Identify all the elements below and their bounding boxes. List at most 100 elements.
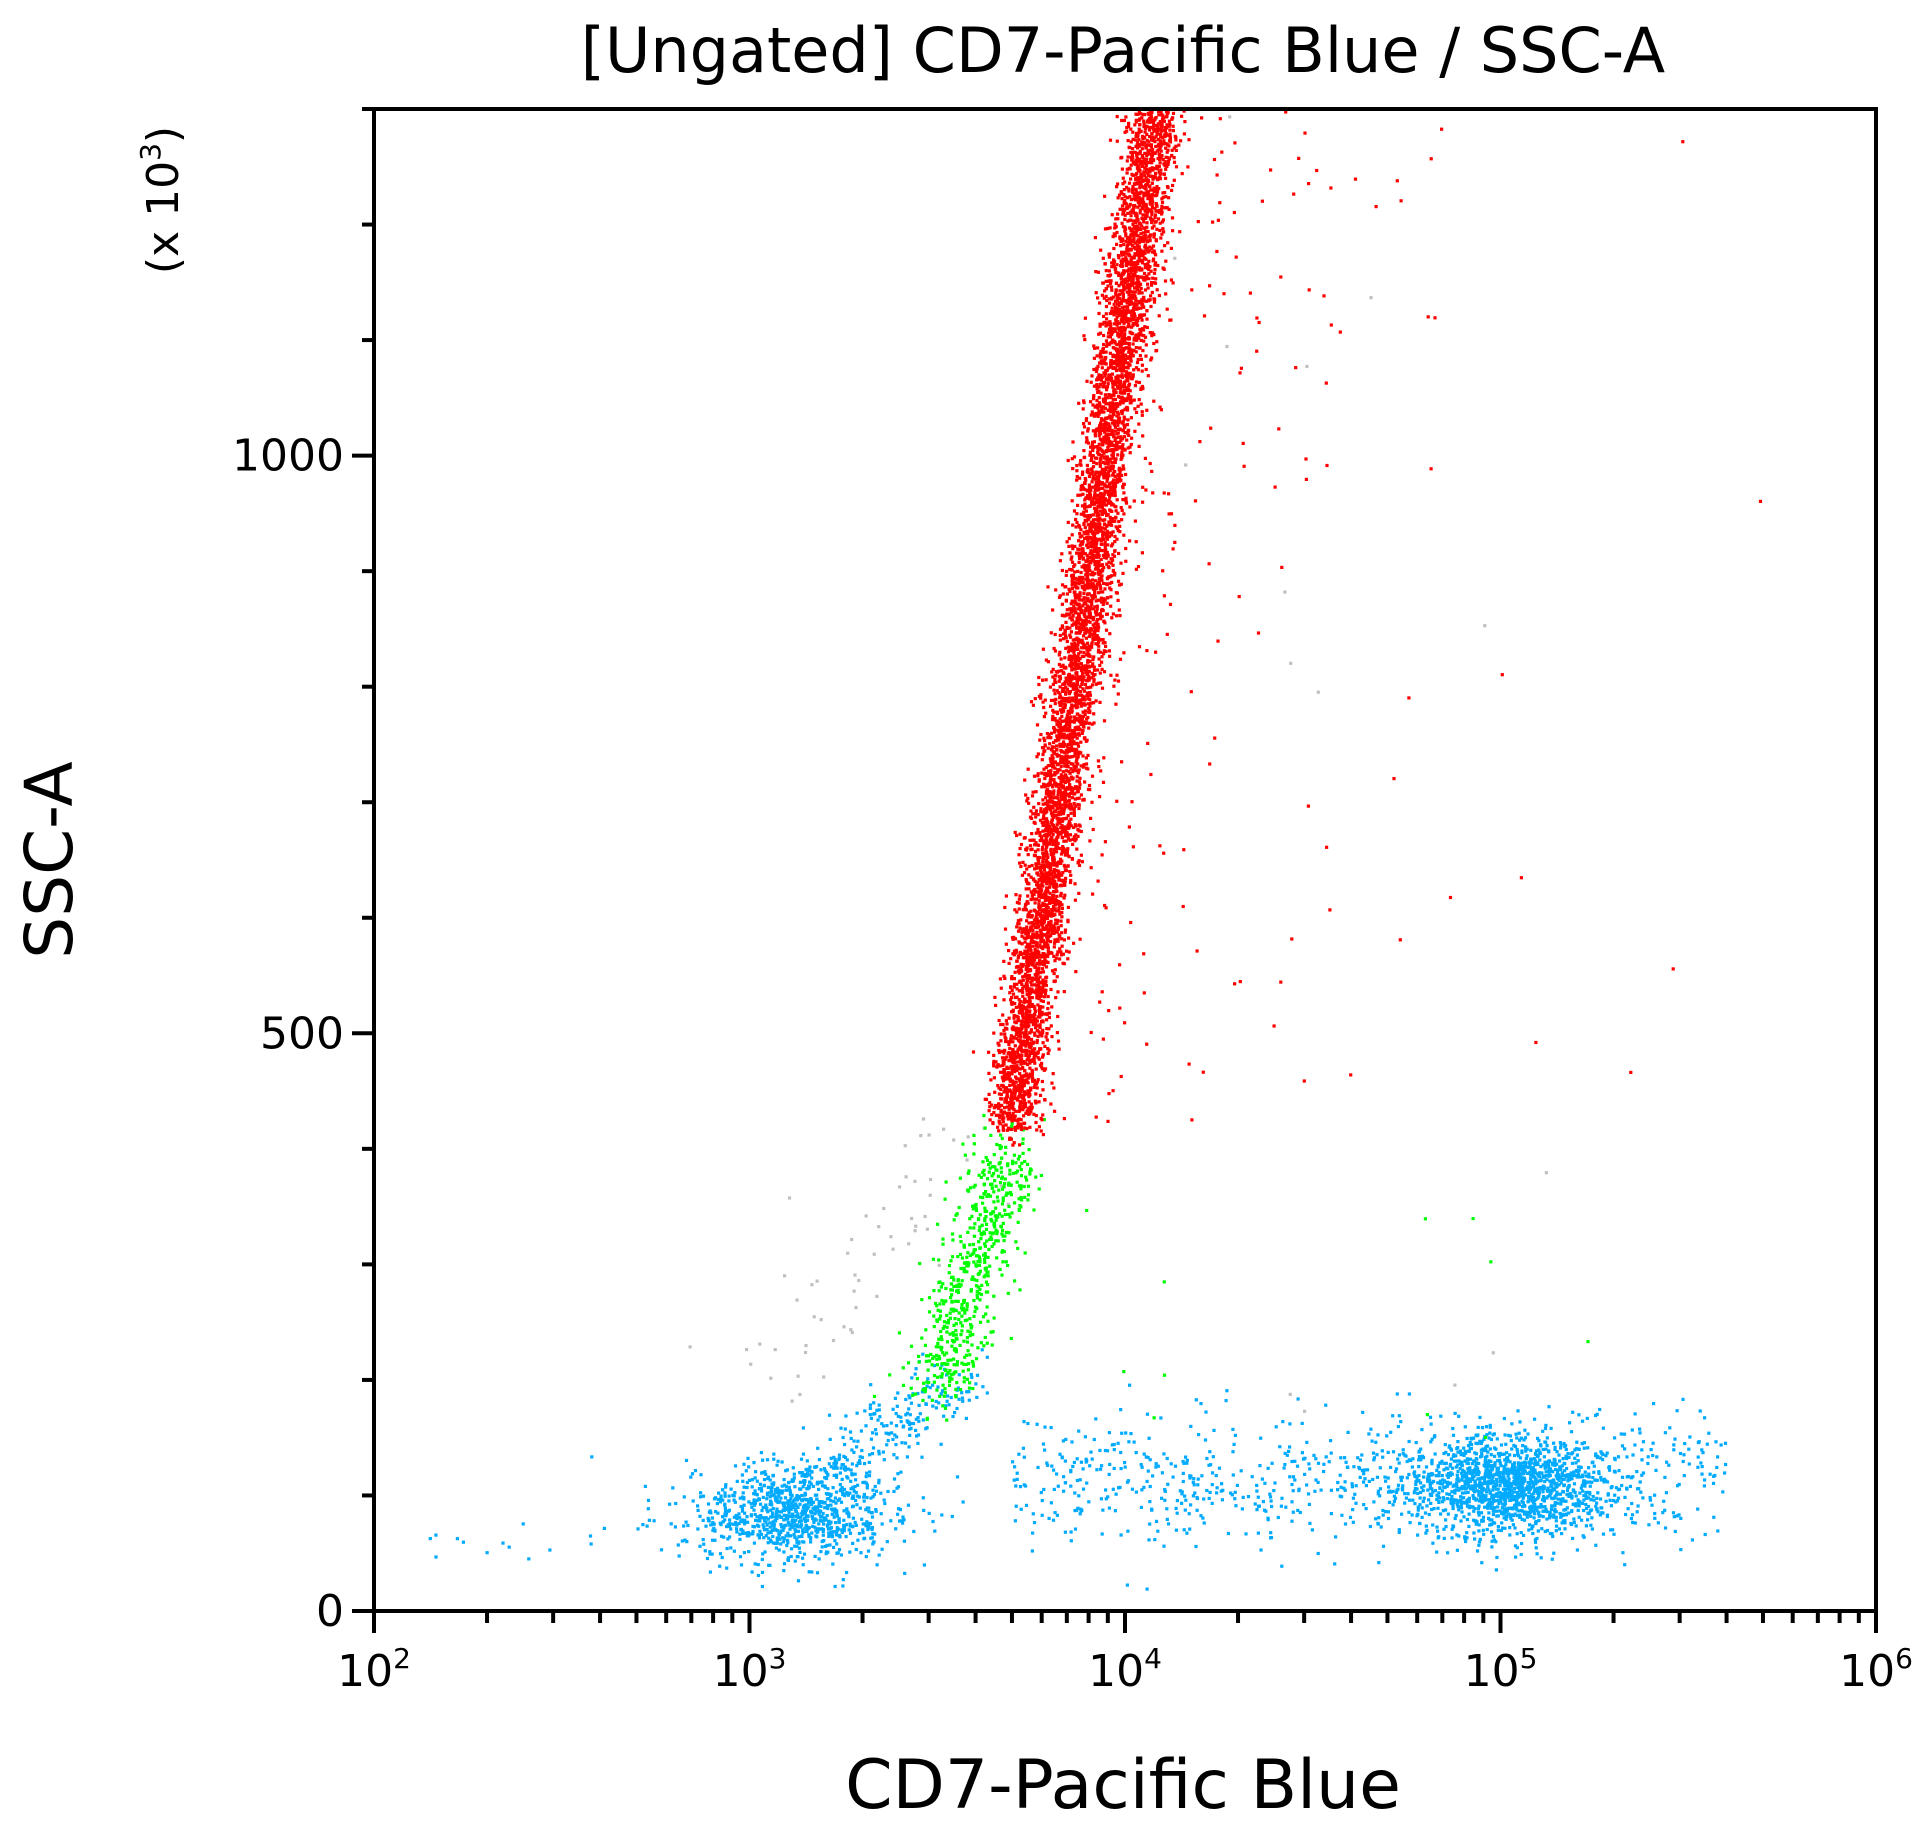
data-point — [822, 1518, 826, 1522]
data-point — [848, 1550, 852, 1554]
data-point — [1414, 1480, 1418, 1484]
data-point — [1502, 1493, 1506, 1497]
data-point — [1573, 1456, 1577, 1460]
data-point — [1679, 1516, 1683, 1520]
data-point — [1474, 1441, 1478, 1445]
data-point — [1220, 1482, 1224, 1486]
data-point — [1043, 1448, 1047, 1452]
data-point — [1708, 1472, 1712, 1476]
data-point — [1526, 1499, 1530, 1503]
data-point — [935, 1357, 939, 1361]
data-point — [1025, 992, 1029, 997]
data-point — [1542, 1496, 1546, 1500]
data-point — [858, 1459, 862, 1463]
data-point — [771, 1514, 775, 1518]
data-point — [1041, 647, 1045, 651]
data-point — [871, 1446, 876, 1450]
data-point — [945, 1351, 949, 1355]
data-point — [863, 1522, 867, 1526]
data-point — [740, 1520, 745, 1524]
data-point — [1114, 217, 1118, 221]
data-point — [832, 1545, 836, 1549]
data-point — [1011, 1159, 1015, 1163]
data-point — [1283, 1451, 1287, 1455]
data-point — [1027, 1100, 1031, 1104]
data-point — [1211, 1455, 1215, 1459]
data-point — [1410, 1513, 1414, 1517]
data-point — [1474, 1519, 1478, 1523]
data-point — [731, 1522, 735, 1526]
data-point — [1017, 1452, 1021, 1456]
data-point — [921, 1418, 925, 1422]
data-point — [851, 1516, 855, 1520]
data-point — [862, 1495, 866, 1499]
data-point — [1133, 241, 1137, 245]
data-point — [1106, 396, 1110, 400]
data-point — [1024, 1503, 1029, 1507]
data-point — [1420, 1506, 1424, 1510]
data-point — [1571, 1488, 1575, 1492]
data-point — [1511, 1464, 1515, 1468]
data-point — [1549, 1484, 1553, 1488]
data-point — [970, 1375, 974, 1379]
data-point — [1458, 1467, 1462, 1471]
data-point — [1493, 1446, 1497, 1450]
data-point — [1488, 1481, 1492, 1485]
data-point — [747, 1534, 751, 1538]
data-point — [802, 1517, 807, 1521]
data-point — [729, 1527, 733, 1531]
data-point — [1463, 1471, 1468, 1475]
data-point — [899, 1519, 903, 1523]
data-point — [738, 1532, 742, 1536]
data-point — [835, 1509, 839, 1513]
data-point — [1503, 1503, 1507, 1507]
data-point — [1466, 1449, 1471, 1453]
data-point — [940, 1375, 944, 1379]
data-point — [886, 1489, 890, 1494]
data-point — [806, 1514, 810, 1518]
data-point — [971, 1361, 975, 1365]
data-point — [1616, 1496, 1621, 1500]
data-point — [434, 1533, 438, 1537]
data-point — [854, 1490, 858, 1495]
data-point — [1682, 1453, 1686, 1457]
data-point — [1568, 1421, 1572, 1425]
data-point — [1475, 1473, 1479, 1477]
data-point — [816, 1527, 820, 1531]
data-point — [1119, 457, 1123, 461]
data-point — [951, 1309, 955, 1313]
data-point — [1530, 1472, 1534, 1476]
data-point — [721, 1498, 725, 1502]
data-point — [972, 1185, 976, 1189]
data-point — [1501, 1502, 1505, 1506]
data-point — [918, 1412, 922, 1416]
data-point — [1182, 1461, 1186, 1465]
data-point — [1512, 1490, 1516, 1494]
data-point — [1039, 1490, 1043, 1495]
data-point — [928, 1193, 932, 1197]
data-point — [1522, 1533, 1526, 1537]
data-point — [1566, 1479, 1570, 1483]
data-point — [995, 1256, 999, 1260]
data-point — [1095, 387, 1099, 391]
data-point — [1059, 812, 1063, 816]
data-point — [907, 1407, 911, 1411]
data-point — [1574, 1504, 1578, 1508]
data-point — [962, 1299, 966, 1303]
data-point — [1162, 1280, 1166, 1284]
data-point — [1051, 969, 1055, 973]
data-point — [1530, 1470, 1534, 1474]
data-point — [1511, 1507, 1515, 1511]
data-point — [1001, 1221, 1005, 1225]
data-point — [1485, 1473, 1489, 1477]
data-point — [1446, 1512, 1450, 1516]
data-point — [1293, 1459, 1297, 1463]
data-point — [754, 1518, 758, 1522]
data-point — [1480, 1426, 1485, 1430]
data-point — [1514, 1555, 1518, 1559]
data-point — [814, 1518, 818, 1522]
data-point — [1005, 1093, 1009, 1097]
data-point — [960, 1256, 964, 1260]
data-point — [896, 1512, 900, 1516]
data-point — [709, 1511, 713, 1515]
